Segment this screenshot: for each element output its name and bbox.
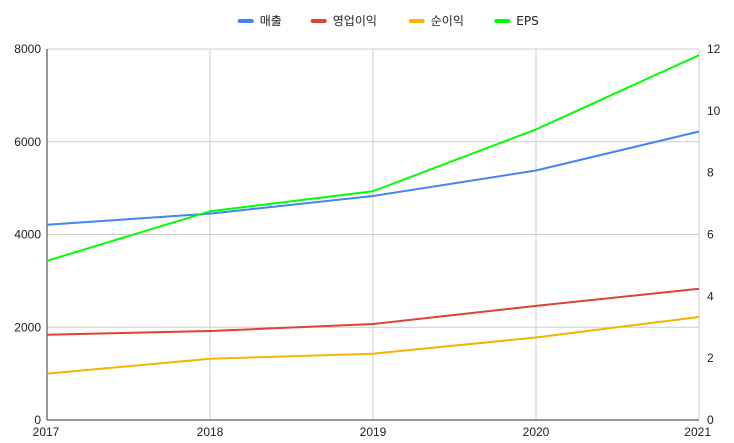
y-tick-label: 0	[34, 413, 41, 427]
y2-tick-label: 4	[707, 289, 714, 303]
y2-tick-label: 0	[707, 413, 714, 427]
legend-item[interactable]: EPS	[494, 14, 539, 28]
legend-label: 매출	[260, 14, 282, 28]
tick-labels: 0 2000 4000 6000 8000 0 2 4 6 8 10 12 2017 2018 2019 20…	[14, 42, 720, 439]
series-line-series-2	[46, 316, 700, 375]
series-line-series-0	[46, 130, 700, 226]
y-tick-label: 6000	[14, 135, 41, 149]
series-lines	[46, 54, 700, 375]
y-tick-label: 8000	[14, 42, 41, 56]
y2-tick-label: 8	[707, 166, 714, 180]
legend: 매출 영업이익 순이익 EPS	[237, 14, 539, 28]
legend-label: 순이익	[431, 14, 464, 28]
axes	[46, 49, 699, 421]
y-tick-label: 2000	[14, 320, 41, 334]
legend-item[interactable]: 매출	[237, 14, 282, 28]
series-line-series-1	[46, 287, 700, 336]
x-tick-label: 2020	[523, 425, 550, 439]
series-line-eps	[46, 54, 700, 262]
y2-tick-label: 6	[707, 228, 714, 242]
x-tick-label: 2021	[684, 425, 711, 439]
y2-tick-label: 2	[707, 351, 714, 365]
grid-lines	[47, 48, 700, 420]
x-tick-label: 2017	[33, 425, 60, 439]
y2-tick-label: 10	[707, 104, 721, 118]
legend-item[interactable]: 순이익	[408, 14, 464, 28]
legend-label: 영업이익	[333, 14, 377, 28]
y2-tick-label: 12	[707, 42, 721, 56]
x-tick-label: 2018	[197, 425, 224, 439]
legend-item[interactable]: 영업이익	[310, 14, 377, 28]
x-tick-label: 2019	[360, 425, 387, 439]
legend-label: EPS	[516, 14, 538, 28]
y-tick-label: 4000	[14, 228, 41, 242]
